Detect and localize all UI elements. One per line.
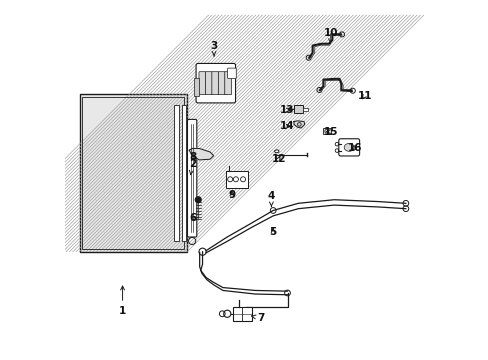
Bar xyxy=(80,94,187,252)
Text: 16: 16 xyxy=(347,143,362,153)
Bar xyxy=(293,105,303,113)
Text: 6: 6 xyxy=(188,213,196,222)
Text: 7: 7 xyxy=(251,313,264,323)
Bar xyxy=(82,97,184,249)
FancyBboxPatch shape xyxy=(187,120,196,237)
Bar xyxy=(174,105,179,241)
Text: 14: 14 xyxy=(279,121,293,131)
Text: 3: 3 xyxy=(210,41,217,56)
Bar xyxy=(233,307,251,320)
Text: 9: 9 xyxy=(228,190,235,200)
Bar xyxy=(303,108,307,111)
Text: 10: 10 xyxy=(323,28,337,44)
FancyBboxPatch shape xyxy=(227,68,236,78)
Circle shape xyxy=(195,197,201,203)
FancyBboxPatch shape xyxy=(224,72,231,95)
Text: 15: 15 xyxy=(323,127,337,136)
FancyBboxPatch shape xyxy=(205,72,212,95)
Bar xyxy=(225,171,247,188)
Polygon shape xyxy=(189,148,213,160)
Text: 1: 1 xyxy=(119,286,126,316)
Text: 2: 2 xyxy=(188,159,196,175)
Text: 5: 5 xyxy=(269,227,276,237)
Ellipse shape xyxy=(274,150,278,153)
Bar xyxy=(322,129,330,134)
Text: 4: 4 xyxy=(267,191,275,207)
Text: 8: 8 xyxy=(188,152,196,162)
Text: 11: 11 xyxy=(357,91,371,101)
FancyBboxPatch shape xyxy=(211,72,218,95)
Ellipse shape xyxy=(344,143,353,151)
FancyBboxPatch shape xyxy=(196,63,235,103)
Bar xyxy=(193,78,198,96)
Bar xyxy=(181,105,186,241)
Text: 13: 13 xyxy=(279,105,293,115)
FancyBboxPatch shape xyxy=(218,72,224,95)
Text: 12: 12 xyxy=(271,154,285,164)
FancyBboxPatch shape xyxy=(338,139,359,156)
Polygon shape xyxy=(293,121,304,128)
FancyBboxPatch shape xyxy=(199,72,205,95)
